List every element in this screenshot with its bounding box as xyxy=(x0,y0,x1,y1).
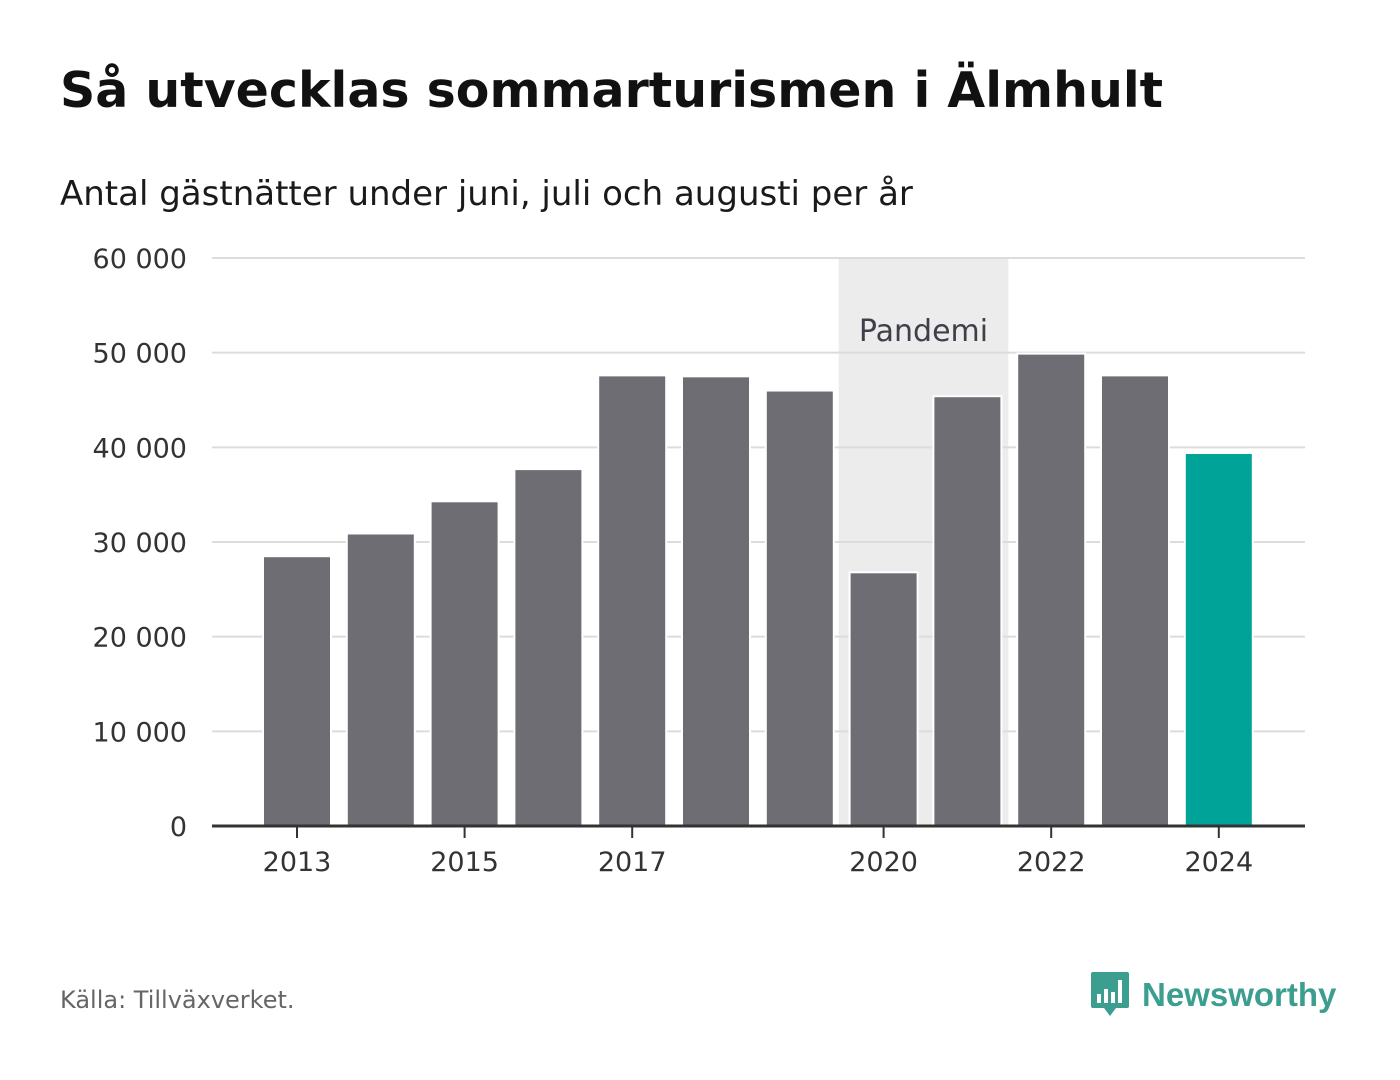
bar-chart: Pandemi 0 10 000 20 000 30 000 40 000 50 000 60… xyxy=(93,244,1305,878)
bar-2018 xyxy=(681,375,751,827)
x-tick-label: 2017 xyxy=(598,847,667,878)
y-tick-label: 40 000 xyxy=(93,433,187,464)
bar-2014 xyxy=(345,532,416,827)
annotation-label: Pandemi xyxy=(859,314,988,349)
bar-2019 xyxy=(764,389,835,827)
x-tick-label: 2015 xyxy=(430,847,499,878)
chart-title: Så utvecklas sommarturismen i Älmhult xyxy=(60,62,1164,119)
x-tick-label: 2022 xyxy=(1017,847,1086,878)
source-note: Källa: Tillväxverket. xyxy=(60,986,295,1014)
y-tick-label: 10 000 xyxy=(93,717,187,748)
y-tick-label: 50 000 xyxy=(93,339,187,370)
bar-chart-speech-bubble-icon xyxy=(1091,972,1129,1016)
y-tick-label: 60 000 xyxy=(93,244,187,275)
y-tick-label: 0 xyxy=(170,812,187,843)
bar-2016 xyxy=(513,468,584,827)
bar-2022 xyxy=(1016,352,1087,827)
chart-subtitle: Antal gästnätter under juni, juli och au… xyxy=(60,174,913,214)
bar-2013 xyxy=(262,555,332,827)
bar-2015 xyxy=(429,500,500,827)
y-tick-label: 20 000 xyxy=(93,623,187,654)
brand-name: Newsworthy xyxy=(1142,976,1337,1013)
brand[interactable]: Newsworthy xyxy=(1090,970,1336,1020)
bar-2023 xyxy=(1100,374,1170,827)
bar-2021 xyxy=(932,395,1003,827)
x-tick-label: 2013 xyxy=(263,847,332,878)
x-tick-label: 2020 xyxy=(849,847,918,878)
bar-2024 xyxy=(1183,452,1254,827)
bar-2020 xyxy=(848,571,919,827)
x-tick-label: 2024 xyxy=(1184,847,1253,878)
y-tick-label: 30 000 xyxy=(93,528,187,559)
bar-2017 xyxy=(597,374,668,827)
